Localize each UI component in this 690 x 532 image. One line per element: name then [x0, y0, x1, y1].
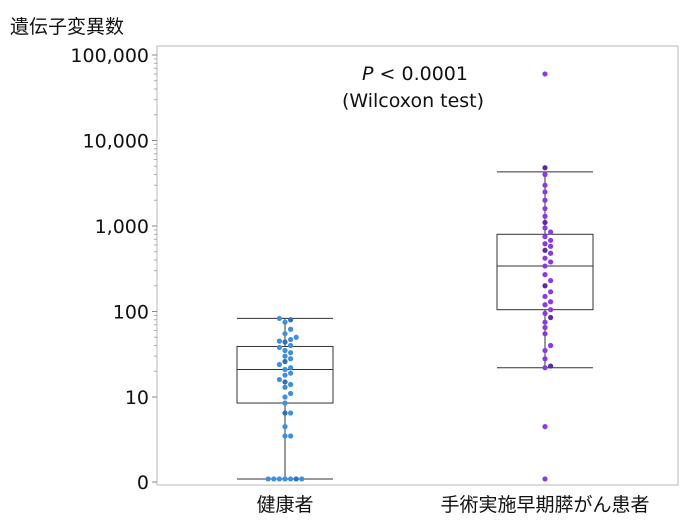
data-point — [542, 247, 548, 253]
data-point — [282, 433, 288, 439]
data-point — [288, 390, 294, 397]
data-point — [542, 283, 548, 289]
data-point — [276, 315, 282, 322]
data-point — [548, 250, 554, 256]
data-point — [288, 356, 294, 362]
data-point — [288, 326, 294, 332]
data-point — [282, 476, 288, 482]
data-point — [288, 476, 294, 482]
data-point — [288, 433, 294, 439]
test-name-annotation: (Wilcoxon test) — [342, 90, 484, 112]
data-point — [548, 243, 554, 249]
data-point — [288, 317, 294, 323]
data-point — [542, 234, 548, 240]
data-point — [288, 336, 294, 343]
data-point — [542, 347, 548, 354]
data-point — [548, 259, 554, 265]
data-point — [542, 205, 548, 212]
data-point — [282, 394, 288, 400]
y-tick-label-4: 10,000 — [83, 131, 149, 153]
data-point — [542, 225, 548, 231]
data-point — [271, 476, 277, 482]
data-point — [542, 241, 548, 247]
y-axis-ticks: 0 10 100 1,000 10,000 100,000 — [70, 45, 157, 494]
data-point — [282, 319, 288, 325]
data-point — [282, 372, 288, 378]
data-point — [548, 342, 554, 349]
data-point — [293, 334, 299, 340]
data-point — [542, 255, 548, 261]
data-point — [548, 229, 554, 235]
data-point — [265, 476, 271, 482]
data-point — [542, 319, 548, 325]
p-symbol: P — [362, 63, 374, 85]
data-point — [282, 400, 288, 406]
data-point — [542, 272, 548, 278]
data-point — [542, 263, 548, 269]
data-point — [542, 71, 548, 77]
data-point — [542, 165, 548, 171]
y-tick-label-5: 100,000 — [70, 45, 149, 67]
y-tick-label-3: 1,000 — [95, 216, 149, 238]
y-tick-label-2: 100 — [113, 302, 149, 324]
data-point — [548, 237, 554, 243]
data-point — [548, 289, 554, 295]
data-point — [282, 366, 288, 373]
p-value-annotation: P < 0.0001 — [362, 63, 468, 85]
data-point — [542, 293, 548, 300]
data-point — [282, 331, 288, 337]
y-axis-label: 遺伝子変異数 — [10, 16, 124, 38]
data-point — [542, 182, 548, 188]
data-point — [282, 424, 288, 430]
data-point — [288, 381, 294, 388]
data-point — [542, 189, 548, 195]
data-point — [548, 277, 554, 284]
data-point — [276, 361, 282, 368]
data-point — [293, 476, 299, 482]
data-point — [282, 379, 288, 385]
data-point — [299, 476, 305, 482]
category-labels: 健康者 手術実施早期膵がん患者 — [256, 494, 649, 516]
y-tick-label-1: 10 — [125, 387, 149, 409]
category-label-0: 健康者 — [256, 494, 313, 516]
data-point — [548, 314, 554, 321]
data-points — [265, 71, 554, 482]
plot-frame — [156, 45, 679, 486]
data-point — [548, 307, 554, 313]
data-point — [542, 197, 548, 203]
data-point — [282, 358, 288, 365]
data-point — [548, 363, 554, 369]
category-label-1: 手術実施早期膵がん患者 — [440, 494, 649, 516]
data-point — [542, 213, 548, 219]
data-point — [288, 370, 294, 376]
data-point — [542, 310, 548, 317]
data-point — [282, 339, 288, 345]
data-point — [282, 384, 288, 390]
data-point — [276, 338, 282, 344]
data-point — [288, 350, 294, 356]
data-point — [542, 219, 548, 226]
data-point — [276, 344, 282, 351]
data-point — [282, 353, 288, 359]
data-point — [542, 356, 548, 362]
data-point — [542, 302, 548, 308]
data-point — [542, 424, 548, 430]
data-point — [288, 410, 294, 416]
data-point — [548, 299, 554, 305]
data-point — [542, 324, 548, 331]
data-point — [276, 376, 282, 383]
data-point — [542, 171, 548, 178]
data-point — [288, 342, 294, 349]
data-point — [542, 476, 548, 482]
data-point — [276, 476, 282, 482]
data-point — [542, 365, 548, 371]
data-point — [282, 410, 288, 416]
y-tick-label-0: 0 — [137, 472, 149, 494]
data-point — [288, 365, 294, 371]
p-value-text: < 0.0001 — [373, 63, 467, 85]
data-point — [282, 347, 288, 354]
data-point — [542, 331, 548, 337]
